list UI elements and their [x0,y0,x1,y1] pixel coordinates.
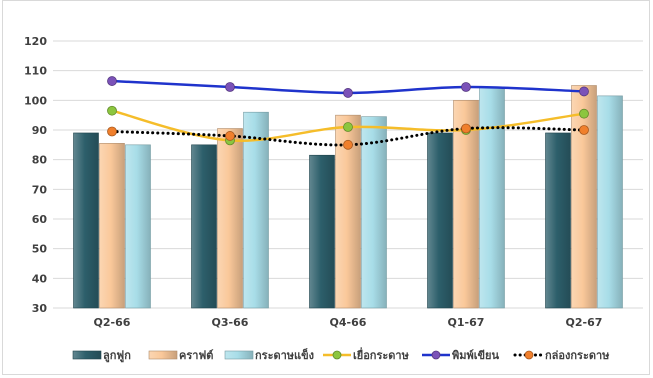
legend-label: พิมพ์เขียน [452,349,499,362]
y-tick-label: 80 [32,154,48,167]
line-marker [107,76,117,86]
bar [99,143,125,309]
line-marker [343,88,353,98]
bar [125,144,151,309]
bar [243,111,269,309]
legend-label: เยื่อกระดาษ [353,347,410,362]
legend-swatch [72,350,102,360]
x-tick-label: Q3-66 [212,316,249,329]
y-tick-label: 120 [24,35,47,48]
y-tick-label: 50 [32,243,48,256]
y-tick-label: 110 [24,65,47,78]
line-marker [225,82,235,92]
legend-swatch [148,350,178,360]
bar [309,154,335,309]
y-tick-label: 30 [32,302,48,315]
line-marker [225,131,235,141]
y-tick-label: 60 [32,213,48,226]
legend-swatch [224,350,254,360]
y-tick-label: 70 [32,183,48,196]
y-tick-label: 100 [24,94,47,107]
legend-label: คราฟต์ [179,349,213,362]
legend-label: กระดาษแข็ง [255,348,314,362]
x-tick-label: Q2-67 [566,316,603,329]
bar [571,85,597,309]
line-marker [107,105,117,116]
line-marker [579,125,589,135]
legend-label: ลูกฟูก [103,349,131,363]
bar [361,116,387,309]
line-marker [343,139,353,150]
chart-canvas: 30 40 50 60 70 80 90 100 110 120 Q2-66 Q3-66 Q4-66 Q1… [24,35,643,363]
line-marker [579,108,589,119]
line-marker [579,86,589,97]
legend-marker [332,350,342,360]
line-marker [107,126,117,137]
x-tick-label: Q2-66 [94,316,131,329]
y-tick-label: 40 [32,272,48,285]
bar [73,132,99,309]
legend-marker [431,350,441,360]
x-tick-label: Q4-66 [330,316,367,329]
bar [453,100,479,309]
legend-marker [524,350,534,360]
line-marker [461,82,471,92]
x-tick-label: Q1-67 [448,316,485,329]
line-marker [343,122,353,132]
bar [427,132,453,309]
bar [545,132,571,309]
line-marker [461,123,471,134]
bar [597,95,623,309]
y-tick-label: 90 [32,124,48,137]
legend-label: กล่องกระดาษ [545,349,610,362]
bar [191,144,217,309]
bar [479,86,505,309]
bar [217,128,243,309]
